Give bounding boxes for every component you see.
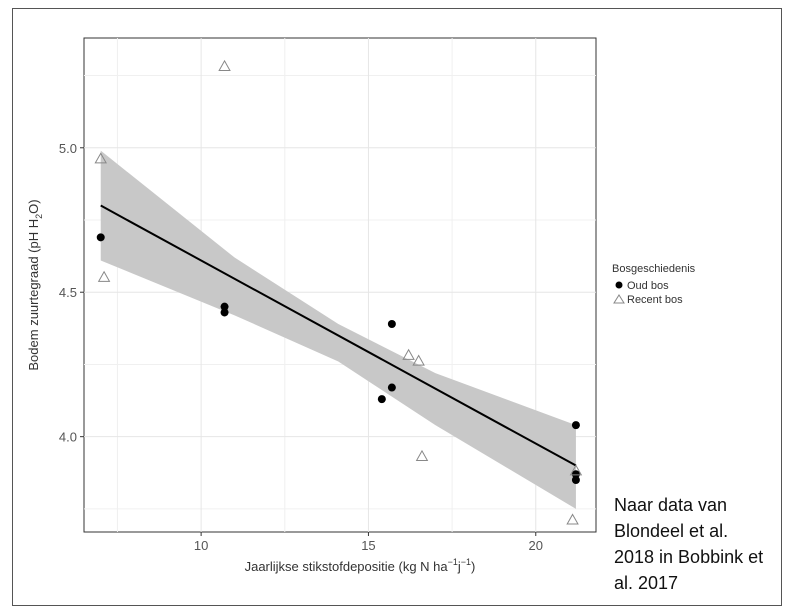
point-recent-bos — [415, 449, 429, 461]
y-axis-label: Bodem zuurtegraad (pH H2O) — [26, 199, 44, 370]
legend-symbol-recent-bos — [613, 294, 625, 304]
point-oud-bos — [571, 470, 580, 479]
point-oud-bos — [571, 421, 580, 430]
point-recent-bos — [412, 354, 425, 366]
x-axis-ticks: 10 15 20 — [194, 532, 543, 553]
x-tick-label: 20 — [529, 538, 543, 553]
y-tick-label: 4.0 — [59, 430, 77, 445]
point-recent-bos — [402, 348, 415, 360]
x-axis-label: Jaarlijkse stikstofdepositie (kg N ha−1j… — [245, 557, 476, 574]
point-oud-bos — [96, 233, 105, 242]
point-oud-bos — [571, 476, 580, 484]
legend-title: Bosgeschiedenis — [612, 263, 696, 275]
point-recent-bos — [566, 513, 579, 525]
point-recent-bos — [569, 464, 583, 476]
point-oud-bos — [220, 302, 229, 311]
point-oud-bos — [387, 383, 396, 392]
legend-label-recent-bos: Recent bos — [627, 294, 683, 306]
point-recent-bos — [94, 152, 107, 164]
y-tick-label: 4.5 — [59, 285, 77, 300]
y-axis-ticks: 4.0 4.5 5.0 — [59, 141, 84, 445]
point-recent-bos — [218, 59, 231, 71]
x-tick-label: 15 — [361, 538, 375, 553]
point-recent-bos — [97, 270, 111, 282]
y-tick-label: 5.0 — [59, 141, 77, 156]
legend-symbol-oud-bos — [615, 281, 623, 289]
source-caption: Naar data van Blondeel et al. 2018 in Bo… — [614, 495, 764, 593]
confidence-band — [100, 150, 576, 509]
legend-label-oud-bos: Oud bos — [627, 280, 669, 292]
point-oud-bos — [220, 308, 229, 317]
point-oud-bos — [377, 395, 386, 404]
regression-line — [100, 204, 577, 467]
point-oud-bos — [387, 320, 396, 328]
legend: Bosgeschiedenis Oud bos Recent bos — [612, 263, 696, 306]
data-points — [94, 59, 583, 525]
x-tick-label: 10 — [194, 538, 208, 553]
